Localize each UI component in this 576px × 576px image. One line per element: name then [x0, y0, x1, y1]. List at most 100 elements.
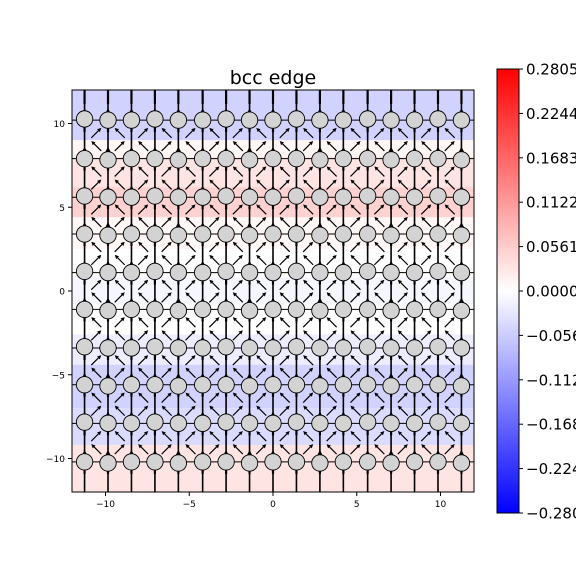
y-tick-label: 0	[59, 288, 65, 298]
atom	[75, 338, 94, 356]
quiver-arrow	[161, 330, 173, 341]
quiver-arrow	[279, 392, 291, 403]
arrow-head	[380, 179, 385, 184]
quiver-arrow	[185, 405, 196, 417]
atom	[240, 111, 259, 129]
arrow-head	[285, 179, 290, 184]
arrow-head	[185, 166, 190, 171]
arrow-shaft	[93, 168, 102, 177]
arrow-shaft	[326, 408, 335, 417]
quiver-arrow	[350, 140, 361, 152]
atom	[75, 225, 94, 243]
quiver-arrow	[114, 279, 126, 291]
quiver-arrow	[350, 405, 361, 417]
quiver-arrow	[350, 241, 361, 253]
atom	[193, 300, 212, 319]
arrow-shaft	[279, 282, 288, 291]
arrow-shaft	[90, 408, 99, 417]
arrow-head	[138, 292, 143, 297]
quiver-arrow	[208, 241, 220, 253]
atom	[334, 263, 352, 282]
atom	[382, 111, 400, 129]
atom	[99, 263, 117, 282]
arrow-shaft	[423, 244, 432, 253]
atom	[382, 151, 400, 169]
quiver-arrow	[326, 241, 338, 253]
arrow-head	[285, 279, 290, 284]
arrow-head	[350, 431, 355, 436]
atom	[146, 453, 164, 471]
arrow-shaft	[373, 130, 382, 139]
arrow-head	[138, 444, 143, 449]
atom	[429, 110, 447, 128]
quiver-arrow	[397, 392, 408, 403]
quiver-arrow	[232, 216, 244, 228]
quiver-arrow	[444, 355, 456, 366]
quiver-arrow	[326, 317, 338, 328]
quiver-arrow	[185, 127, 196, 139]
arrow-shaft	[350, 143, 359, 152]
quiver-arrow	[444, 140, 455, 152]
quiver-arrow	[137, 355, 149, 366]
quiver-arrow	[279, 367, 291, 379]
arrow-head	[143, 405, 149, 410]
atom	[240, 263, 259, 282]
quiver-arrow	[248, 90, 251, 104]
atom	[405, 111, 424, 129]
arrow-head	[303, 355, 308, 360]
quiver-arrow	[177, 90, 180, 104]
arrow-shaft	[423, 446, 432, 455]
arrow-shaft	[423, 168, 432, 177]
arrow-shaft	[137, 206, 146, 215]
quiver-arrow	[302, 444, 314, 455]
arrow-head	[191, 355, 196, 360]
x-axis-ticks: −10 −5 0 5 10	[96, 492, 446, 510]
quiver-arrow	[91, 292, 102, 303]
arrow-shaft	[420, 282, 429, 291]
arrow-shaft	[373, 206, 382, 215]
arrow-shaft	[255, 219, 264, 228]
arrow-head	[91, 317, 96, 322]
quiver-arrow	[444, 405, 456, 417]
arrow-head	[444, 179, 449, 184]
quiver-arrow	[420, 204, 432, 215]
quiver-arrow	[326, 431, 337, 442]
arrow-head	[209, 330, 214, 335]
arrow-head	[209, 254, 214, 260]
arrow-shaft	[279, 408, 288, 417]
quiver-arrow	[350, 355, 361, 366]
quiver-arrow	[232, 330, 243, 341]
atom	[334, 188, 352, 206]
quiver-arrow	[209, 179, 220, 190]
quiver-arrow	[225, 90, 228, 104]
arrow-shaft	[444, 294, 453, 303]
atom	[429, 376, 447, 394]
arrow-shaft	[185, 332, 194, 341]
arrow-head	[427, 279, 432, 284]
quiver-arrow	[373, 179, 385, 190]
arrow-shaft	[93, 319, 102, 328]
arrow-head	[256, 355, 261, 360]
arrow-shaft	[164, 408, 173, 417]
arrow-head	[120, 367, 125, 372]
arrow-head	[421, 392, 426, 397]
arrow-head	[356, 241, 361, 247]
arrow-head	[151, 80, 158, 87]
quiver-arrow	[161, 254, 173, 266]
quiver-arrow	[114, 405, 126, 417]
quiver-arrow	[255, 140, 267, 152]
quiver-arrow	[91, 216, 102, 228]
quiver-arrow	[413, 90, 416, 104]
quiver-arrow	[444, 179, 456, 190]
arrow-head	[191, 431, 196, 436]
arrow-head	[285, 355, 290, 360]
arrow-shaft	[397, 244, 406, 253]
arrow-head	[128, 80, 135, 87]
quiver-arrow	[279, 216, 291, 228]
arrow-shaft	[352, 130, 361, 139]
arrow-shaft	[258, 408, 267, 417]
arrow-head	[138, 317, 143, 322]
quiver-arrow	[350, 367, 361, 379]
arrow-head	[232, 444, 238, 449]
atom	[452, 301, 471, 320]
